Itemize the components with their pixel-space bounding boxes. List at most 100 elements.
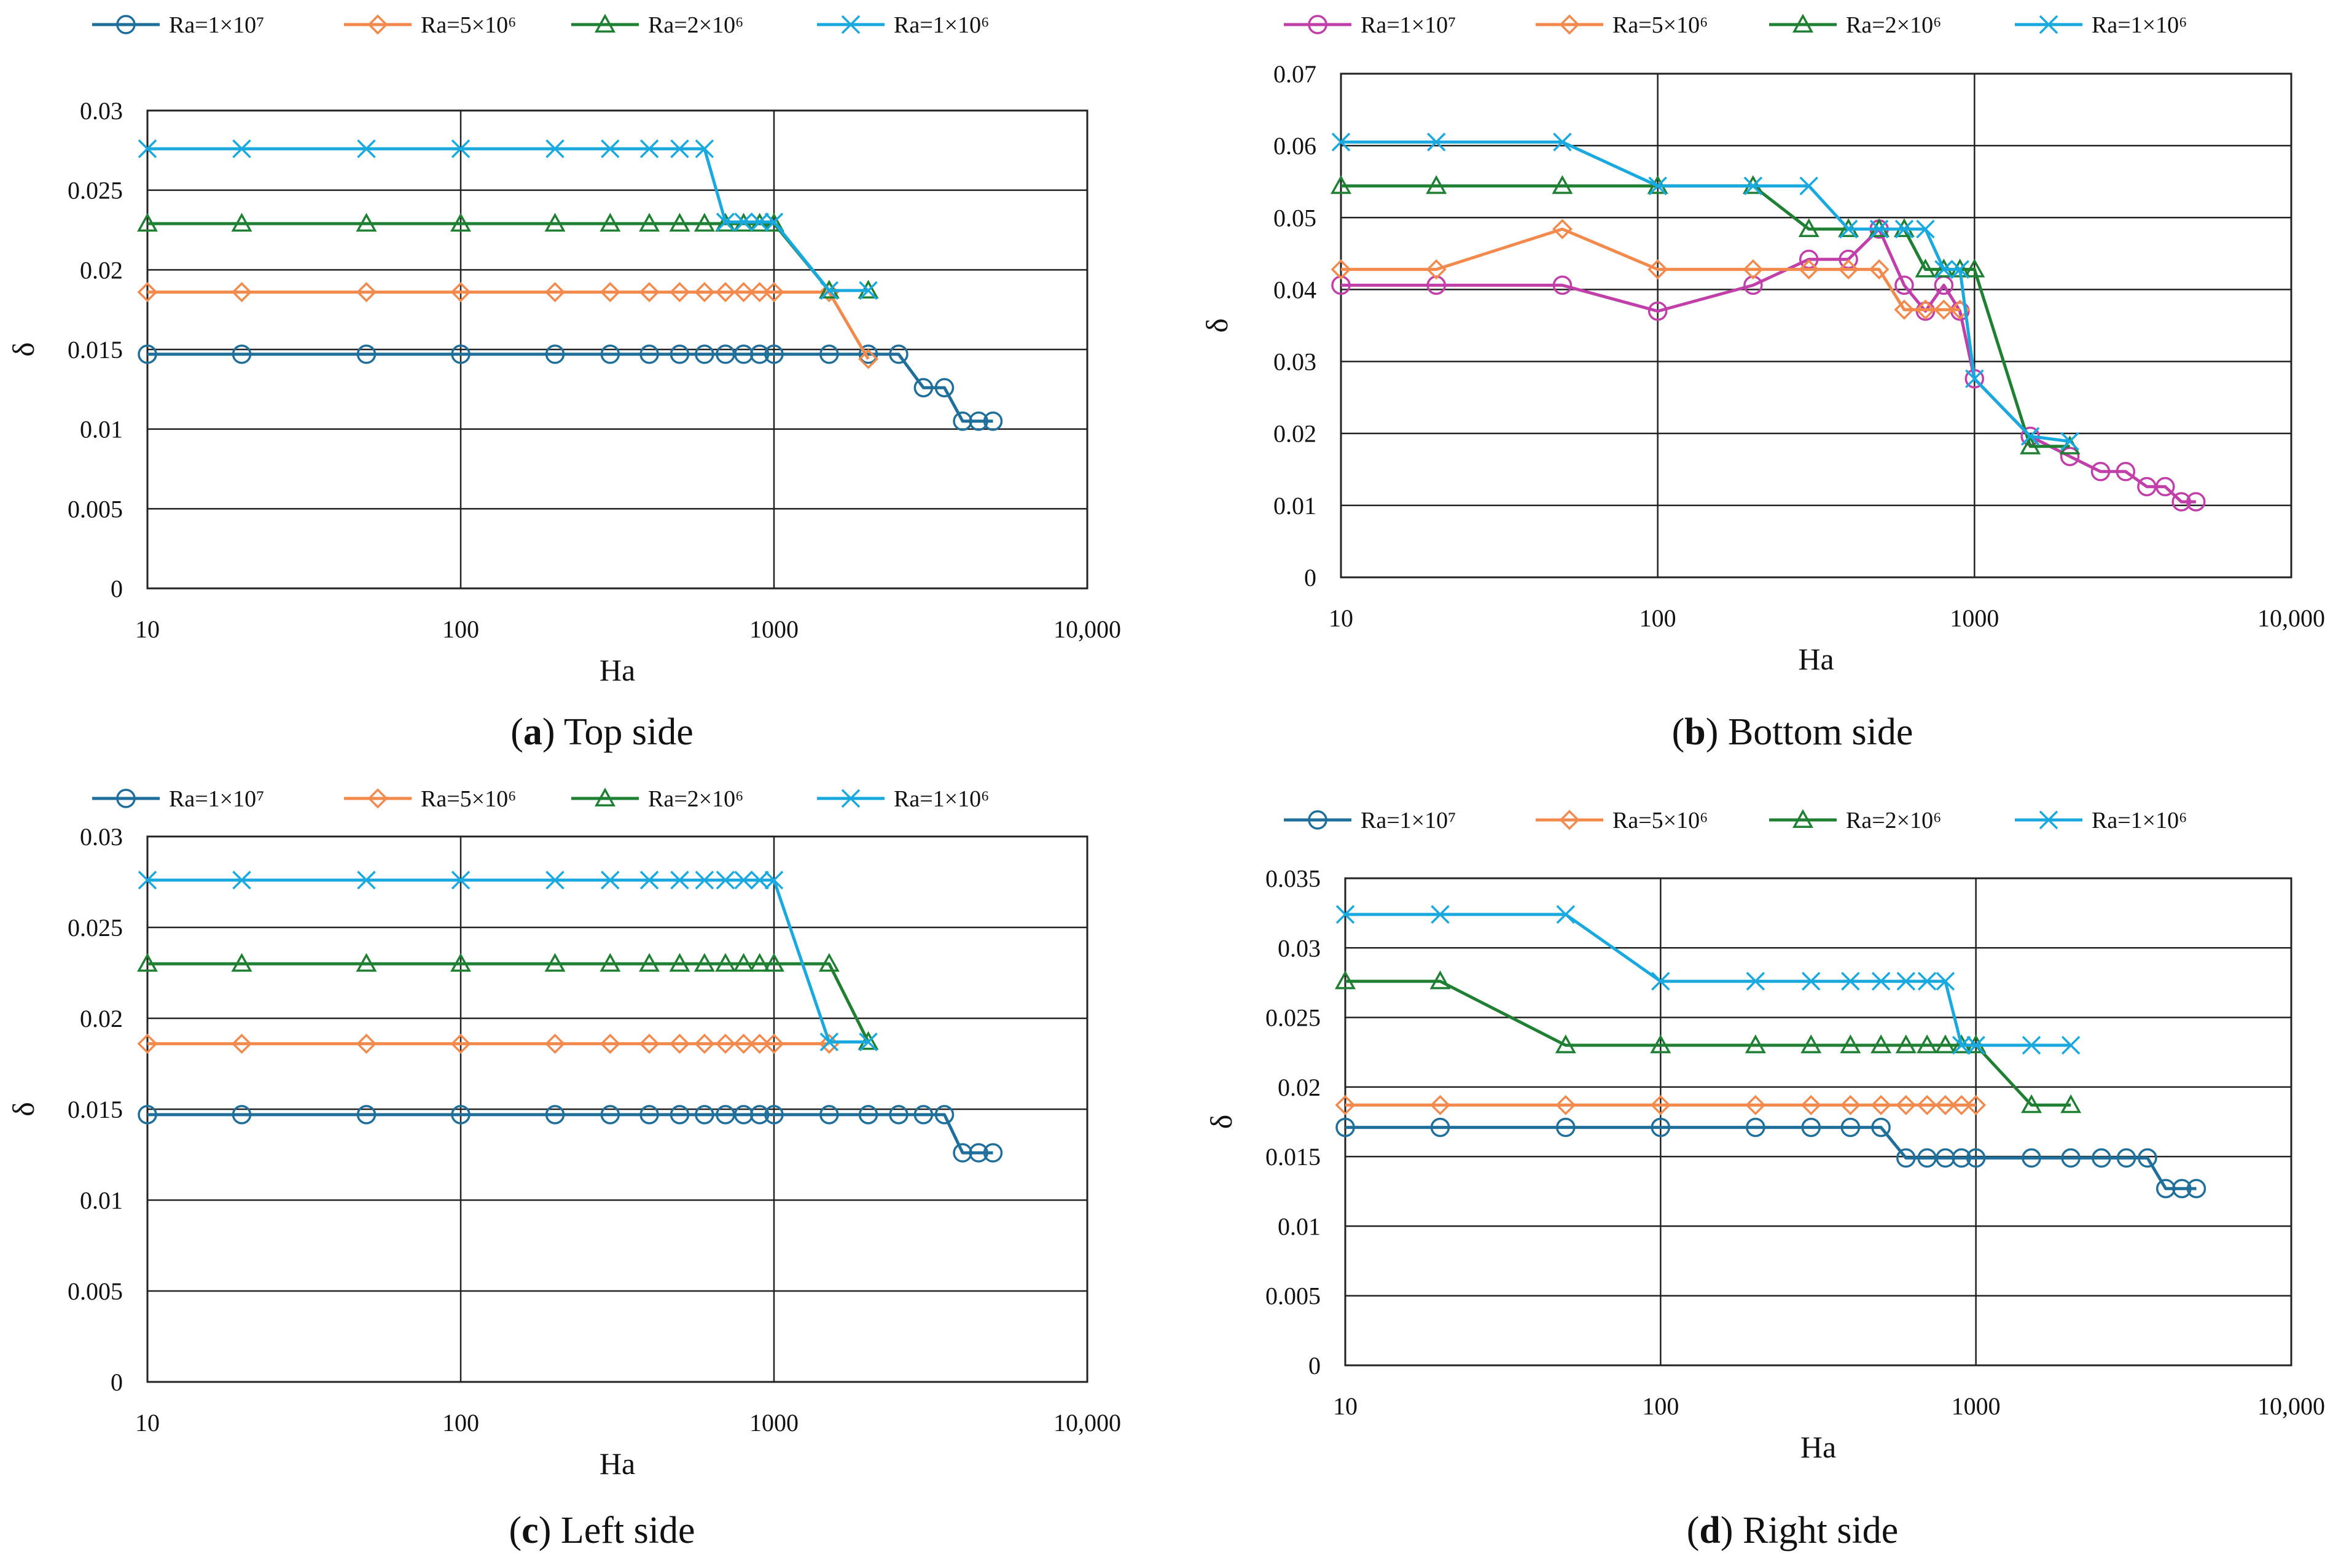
legend-swatch-marker — [1559, 14, 1580, 35]
series-0 — [138, 1105, 1003, 1163]
legend-swatch-marker — [1559, 809, 1580, 830]
data-point — [1801, 1117, 1821, 1137]
data-point — [450, 953, 471, 972]
legend-item: Ra=1×10⁶ — [2015, 12, 2187, 38]
data-point — [1841, 972, 1860, 991]
data-point — [1651, 1117, 1671, 1137]
data-point — [670, 139, 689, 158]
data-point — [695, 345, 714, 364]
series-3 — [138, 870, 878, 1051]
x-tick-label: 100 — [1639, 604, 1676, 632]
legend-swatch-marker — [1308, 810, 1327, 830]
data-point — [1430, 1117, 1450, 1137]
data-point — [639, 1033, 660, 1054]
data-point — [600, 953, 621, 972]
caption-d-text: Right side — [1733, 1510, 1899, 1551]
data-point — [356, 953, 377, 972]
data-point — [1915, 259, 1936, 278]
data-point — [2061, 1148, 2081, 1168]
data-point — [1335, 905, 1355, 924]
data-point — [858, 1105, 878, 1125]
data-point — [1651, 972, 1670, 991]
data-point — [356, 213, 377, 232]
legend-label: Ra=5×10⁶ — [421, 786, 516, 812]
legend-item: Ra=2×10⁶ — [1769, 12, 1941, 38]
data-point — [2155, 477, 2175, 497]
data-point — [2090, 462, 2111, 482]
data-point — [2060, 1094, 2082, 1114]
series-1 — [1331, 219, 1971, 320]
legend-item: Ra=5×10⁶ — [344, 786, 516, 812]
data-point — [750, 870, 769, 890]
data-point — [1950, 260, 1969, 279]
caption-c-text: Left side — [551, 1510, 695, 1551]
data-point — [450, 282, 471, 303]
legend-item: Ra=2×10⁶ — [571, 12, 743, 38]
data-point — [357, 870, 376, 890]
legend-item: Ra=2×10⁶ — [1769, 808, 1941, 833]
legend-item: Ra=1×10⁷ — [92, 786, 264, 812]
legend-label: Ra=1×10⁶ — [2092, 808, 2187, 833]
data-point — [1335, 1117, 1355, 1137]
data-point — [669, 213, 690, 232]
data-point — [733, 1033, 754, 1054]
data-point — [545, 1033, 566, 1054]
data-point — [2061, 1036, 2081, 1055]
data-point — [734, 870, 753, 890]
data-point — [983, 1143, 1003, 1163]
caption-a-letter: a — [523, 711, 542, 753]
data-point — [357, 139, 376, 158]
series-line — [147, 353, 993, 423]
data-point — [2186, 492, 2206, 512]
legend-swatch-marker — [2039, 15, 2058, 34]
y-tick-label: 0 — [111, 1368, 123, 1396]
data-point — [764, 1105, 784, 1125]
series-1 — [1335, 1094, 1987, 1115]
legend: Ra=1×10⁷ Ra=5×10⁶ Ra=2×10⁶ Ra=1×10⁶ — [1284, 12, 2187, 38]
x-tick-label: 100 — [442, 1409, 479, 1437]
data-point — [733, 953, 754, 972]
data-point — [356, 345, 377, 364]
panel-b: 0 0.01 0.02 0.03 0.04 0.05 0.06 0.07 10 100 1000 10… — [1200, 12, 2325, 676]
legend-label: Ra=2×10⁶ — [1846, 808, 1941, 833]
data-point — [1426, 175, 1447, 194]
panel-a: 0 0.005 0.01 0.015 0.02 0.025 0.03 10 100 1000 10,… — [6, 12, 1121, 687]
y-tick-label: 0.01 — [80, 1187, 123, 1214]
data-point — [1840, 1094, 1861, 1115]
x-tick-label: 10,000 — [1053, 615, 1121, 643]
data-point — [232, 870, 251, 890]
legend-label: Ra=1×10⁶ — [894, 12, 989, 38]
data-point — [1650, 1034, 1671, 1053]
data-point — [639, 953, 660, 972]
data-point — [1896, 1148, 1916, 1168]
data-point — [694, 953, 715, 972]
data-point — [138, 345, 157, 364]
legend-item: Ra=5×10⁶ — [1536, 12, 1708, 38]
x-tick-label: 100 — [442, 615, 479, 643]
data-point — [1650, 1094, 1671, 1115]
data-point — [2116, 1148, 2136, 1168]
data-point — [913, 1105, 934, 1125]
data-point — [749, 345, 770, 364]
x-tick-label: 1000 — [1950, 604, 1999, 632]
x-axis-label: Ha — [1800, 1430, 1836, 1464]
y-tick-label: 0 — [1304, 564, 1316, 591]
data-point — [1966, 1148, 1986, 1168]
legend-swatch-marker — [1308, 15, 1327, 34]
data-point — [2020, 435, 2041, 454]
data-point — [1951, 1094, 1972, 1115]
data-point — [1799, 176, 1818, 195]
y-tick-label: 0.035 — [1265, 865, 1321, 892]
series-2 — [137, 953, 879, 1050]
data-point — [764, 1033, 784, 1054]
data-point — [749, 1033, 770, 1054]
data-point — [694, 1033, 715, 1054]
series-line — [147, 1113, 993, 1155]
y-axis-label: δ — [1200, 318, 1234, 333]
data-point — [764, 870, 784, 890]
data-point — [818, 953, 840, 972]
data-point — [1966, 1094, 1987, 1115]
data-point — [1745, 1034, 1766, 1053]
legend-swatch-marker — [1792, 809, 1813, 828]
data-point — [715, 1033, 736, 1054]
